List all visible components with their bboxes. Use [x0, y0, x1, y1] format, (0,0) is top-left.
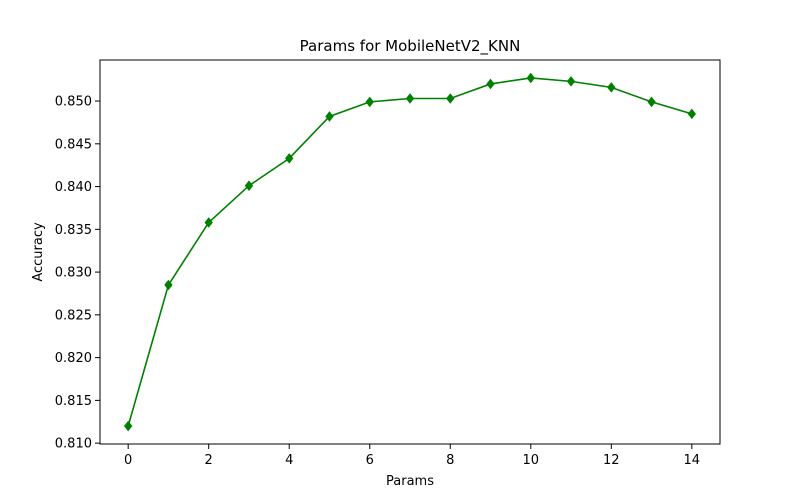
data-point: [164, 279, 173, 291]
x-tick-label: 10: [523, 453, 540, 468]
x-tick-label: 4: [285, 453, 293, 468]
y-tick-label: 0.825: [55, 308, 92, 323]
data-point: [566, 76, 576, 87]
y-axis-label: Accuracy: [31, 222, 46, 282]
data-point: [123, 420, 133, 432]
y-tick-label: 0.845: [55, 137, 92, 152]
data-point: [204, 217, 213, 228]
x-axis: 0 2 4 6 8 10 12 14: [124, 444, 700, 468]
data-point: [687, 108, 697, 120]
data-point: [526, 72, 535, 84]
y-tick-label: 0.830: [55, 266, 92, 281]
data-point: [365, 96, 374, 108]
x-tick-label: 6: [366, 453, 374, 468]
y-axis: 0.810 0.815 0.820 0.825 0.830 0.835 0.840 0.845…: [55, 95, 100, 452]
data-point: [607, 82, 616, 93]
y-tick-label: 0.840: [55, 180, 92, 195]
y-tick-label: 0.815: [55, 394, 92, 409]
plot-frame: [99, 59, 721, 445]
x-tick-label: 12: [603, 453, 620, 468]
x-tick-label: 14: [684, 453, 701, 468]
y-tick-label: 0.810: [55, 437, 92, 452]
x-tick-label: 8: [446, 453, 454, 468]
y-tick-label: 0.835: [55, 223, 92, 238]
chart-title: Params for MobileNetV2_KNN: [300, 37, 521, 56]
data-point: [244, 180, 254, 192]
x-tick-label: 2: [205, 453, 213, 468]
plot-area: [123, 72, 697, 432]
y-tick-label: 0.850: [55, 95, 92, 110]
data-point: [647, 96, 656, 108]
y-tick-label: 0.820: [55, 351, 92, 366]
data-point: [446, 93, 455, 104]
data-point: [285, 153, 294, 164]
x-tick-label: 0: [124, 453, 132, 468]
data-point: [486, 78, 495, 90]
data-point: [325, 111, 334, 122]
x-axis-label: Params: [386, 474, 434, 489]
data-point: [405, 93, 415, 104]
series-line: [127, 77, 693, 427]
